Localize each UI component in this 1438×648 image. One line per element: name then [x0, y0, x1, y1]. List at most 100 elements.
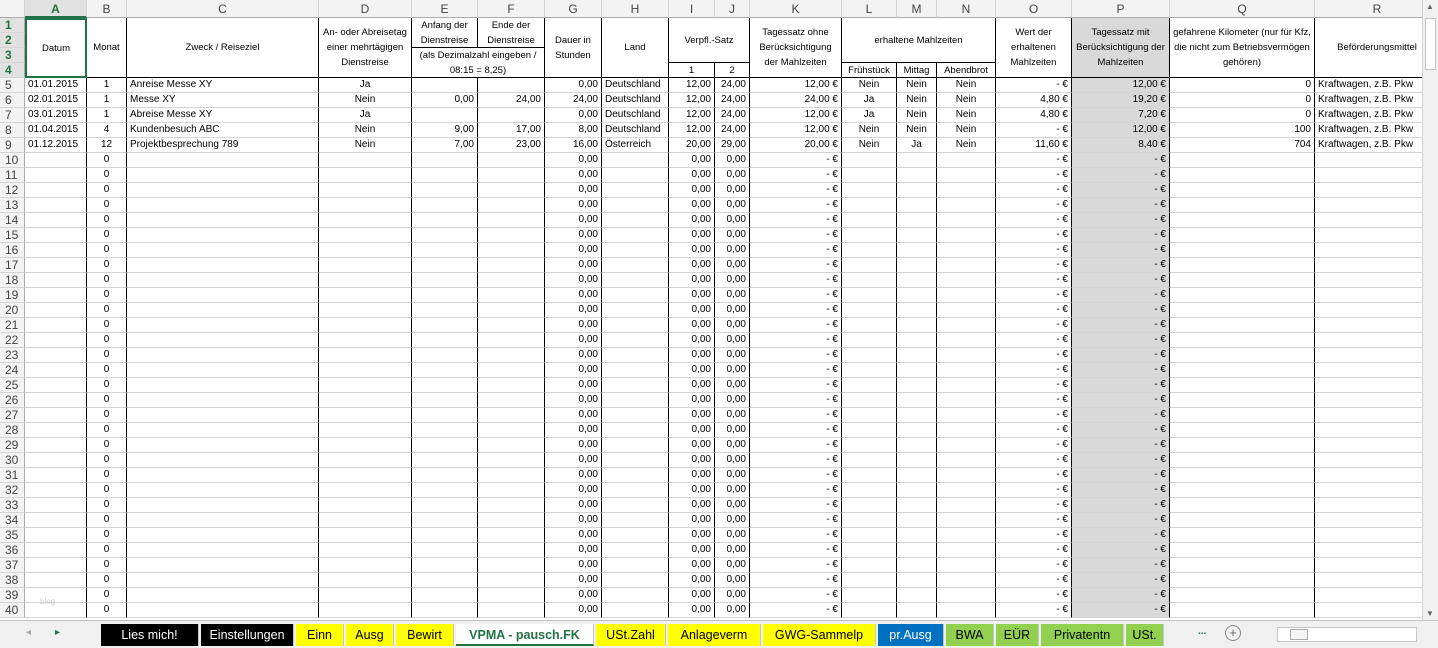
row-header-3[interactable]: 3: [0, 48, 25, 63]
cell-B37[interactable]: 0: [87, 558, 127, 573]
cell-J21[interactable]: 0,00: [715, 318, 750, 333]
scroll-thumb[interactable]: [1425, 18, 1436, 70]
cell-G34[interactable]: 0,00: [545, 513, 602, 528]
cell-B18[interactable]: 0: [87, 273, 127, 288]
cell-F33[interactable]: [478, 498, 545, 513]
cell-A14[interactable]: [25, 213, 87, 228]
cell-E31[interactable]: [412, 468, 478, 483]
cell-K20[interactable]: - €: [750, 303, 842, 318]
cell-D13[interactable]: [319, 198, 412, 213]
cell-M26[interactable]: [897, 393, 937, 408]
cell-A37[interactable]: [25, 558, 87, 573]
cell-C28[interactable]: [127, 423, 319, 438]
cell-J12[interactable]: 0,00: [715, 183, 750, 198]
cell-P29[interactable]: - €: [1072, 438, 1170, 453]
cell-I12[interactable]: 0,00: [669, 183, 715, 198]
cell-C39[interactable]: [127, 588, 319, 603]
tab-einstellungen[interactable]: Einstellungen: [201, 624, 294, 646]
cell-E33[interactable]: [412, 498, 478, 513]
cell-C22[interactable]: [127, 333, 319, 348]
cell-D27[interactable]: [319, 408, 412, 423]
cell-N18[interactable]: [937, 273, 996, 288]
cell-G31[interactable]: 0,00: [545, 468, 602, 483]
tab-ust-zahl[interactable]: USt.Zahl: [596, 624, 666, 646]
cell-H20[interactable]: [602, 303, 669, 318]
cell-E13[interactable]: [412, 198, 478, 213]
cell-A5[interactable]: 01.01.2015: [25, 78, 87, 93]
cell-F36[interactable]: [478, 543, 545, 558]
tab-gwg-sammelp[interactable]: GWG-Sammelp: [763, 624, 876, 646]
cell-G14[interactable]: 0,00: [545, 213, 602, 228]
cell-I15[interactable]: 0,00: [669, 228, 715, 243]
cell-G36[interactable]: 0,00: [545, 543, 602, 558]
cell-O5[interactable]: - €: [996, 78, 1072, 93]
cell-I32[interactable]: 0,00: [669, 483, 715, 498]
cell-D25[interactable]: [319, 378, 412, 393]
cell-P6[interactable]: 19,20 €: [1072, 93, 1170, 108]
cell-G32[interactable]: 0,00: [545, 483, 602, 498]
cell-C30[interactable]: [127, 453, 319, 468]
cell-P30[interactable]: - €: [1072, 453, 1170, 468]
cell-B24[interactable]: 0: [87, 363, 127, 378]
scroll-up-arrow[interactable]: ▲: [1426, 2, 1434, 11]
cell-P14[interactable]: - €: [1072, 213, 1170, 228]
cell-M21[interactable]: [897, 318, 937, 333]
cell-F38[interactable]: [478, 573, 545, 588]
row-header-18[interactable]: 18: [0, 273, 25, 288]
cell-H7[interactable]: Deutschland: [602, 108, 669, 123]
cell-J36[interactable]: 0,00: [715, 543, 750, 558]
cell-F13[interactable]: [478, 198, 545, 213]
cell-B38[interactable]: 0: [87, 573, 127, 588]
cell-N8[interactable]: Nein: [937, 123, 996, 138]
cell-L10[interactable]: [842, 153, 897, 168]
cell-D35[interactable]: [319, 528, 412, 543]
cell-K19[interactable]: - €: [750, 288, 842, 303]
column-header-I[interactable]: I: [669, 0, 715, 18]
cell-K8[interactable]: 12,00 €: [750, 123, 842, 138]
cell-O34[interactable]: - €: [996, 513, 1072, 528]
cell-L16[interactable]: [842, 243, 897, 258]
cell-E26[interactable]: [412, 393, 478, 408]
cell-L34[interactable]: [842, 513, 897, 528]
cell-Q17[interactable]: [1170, 258, 1315, 273]
tab-scroll-left-icon[interactable]: ◂: [26, 627, 32, 638]
cell-P38[interactable]: - €: [1072, 573, 1170, 588]
cell-N30[interactable]: [937, 453, 996, 468]
cell-M7[interactable]: Nein: [897, 108, 937, 123]
cell-D28[interactable]: [319, 423, 412, 438]
cell-J13[interactable]: 0,00: [715, 198, 750, 213]
cell-K26[interactable]: - €: [750, 393, 842, 408]
cell-E25[interactable]: [412, 378, 478, 393]
cell-H35[interactable]: [602, 528, 669, 543]
cell-R31[interactable]: [1315, 468, 1422, 483]
cell-M16[interactable]: [897, 243, 937, 258]
cell-J19[interactable]: 0,00: [715, 288, 750, 303]
cell-Q27[interactable]: [1170, 408, 1315, 423]
cell-D14[interactable]: [319, 213, 412, 228]
cell-Q18[interactable]: [1170, 273, 1315, 288]
cell-R20[interactable]: [1315, 303, 1422, 318]
cell-Q40[interactable]: [1170, 603, 1315, 618]
cell-B9[interactable]: 12: [87, 138, 127, 153]
cell-D29[interactable]: [319, 438, 412, 453]
cell-K16[interactable]: - €: [750, 243, 842, 258]
cell-O30[interactable]: - €: [996, 453, 1072, 468]
cell-M12[interactable]: [897, 183, 937, 198]
cell-P12[interactable]: - €: [1072, 183, 1170, 198]
cell-A22[interactable]: [25, 333, 87, 348]
column-header-L[interactable]: L: [842, 0, 897, 18]
row-header-17[interactable]: 17: [0, 258, 25, 273]
cell-B13[interactable]: 0: [87, 198, 127, 213]
cell-C27[interactable]: [127, 408, 319, 423]
cell-L6[interactable]: Ja: [842, 93, 897, 108]
cell-D36[interactable]: [319, 543, 412, 558]
cell-D6[interactable]: Nein: [319, 93, 412, 108]
cell-E22[interactable]: [412, 333, 478, 348]
cell-F5[interactable]: [478, 78, 545, 93]
cell-L25[interactable]: [842, 378, 897, 393]
row-header-31[interactable]: 31: [0, 468, 25, 483]
cell-F21[interactable]: [478, 318, 545, 333]
cell-J32[interactable]: 0,00: [715, 483, 750, 498]
cell-O31[interactable]: - €: [996, 468, 1072, 483]
cell-O12[interactable]: - €: [996, 183, 1072, 198]
